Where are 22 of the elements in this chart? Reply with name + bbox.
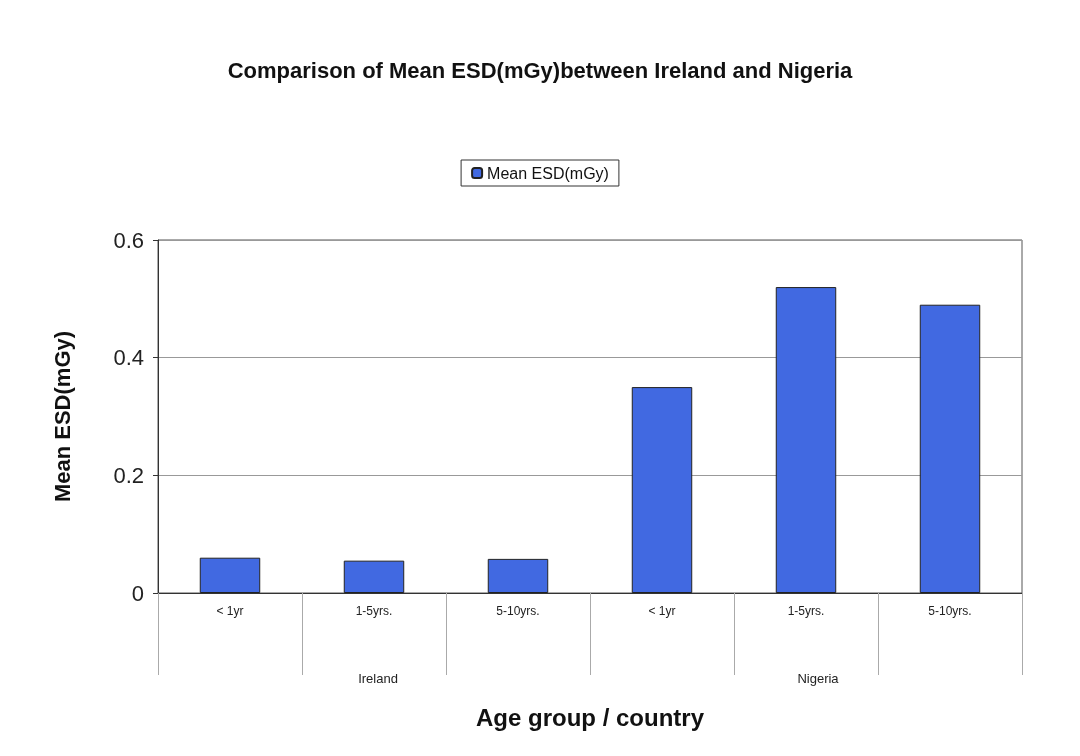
chart-title: Comparison of Mean ESD(mGy)between Ireland and Nigeria [227,57,854,83]
y-tick-label: 0 [131,580,144,606]
y-tick-label: 0.2 [113,462,144,488]
y-tick-label: 0.6 [113,227,144,253]
text: Ireland [358,670,398,686]
bar [919,304,981,593]
x-tick-label: 1-5yrs. [355,604,393,618]
x-tick-label: 1-5yrs. [787,604,825,618]
y-tick-label: 0.4 [113,345,144,371]
legend-label: Mean ESD(mGy) [487,164,609,182]
bar [775,287,837,593]
x-tick-label: < 1yr [648,604,676,618]
text: Nigeria [797,670,840,686]
y-axis-title: Mean ESD(mGy) [49,330,75,503]
bar [487,558,549,593]
bar [343,560,405,593]
bar [199,557,261,593]
x-axis-title: Age group / country [476,703,705,731]
x-tick-label: < 1yr [216,604,244,618]
bar [631,387,693,593]
x-tick-label: 5-10yrs. [928,604,972,618]
x-tick-label: 5-10yrs. [496,604,540,618]
